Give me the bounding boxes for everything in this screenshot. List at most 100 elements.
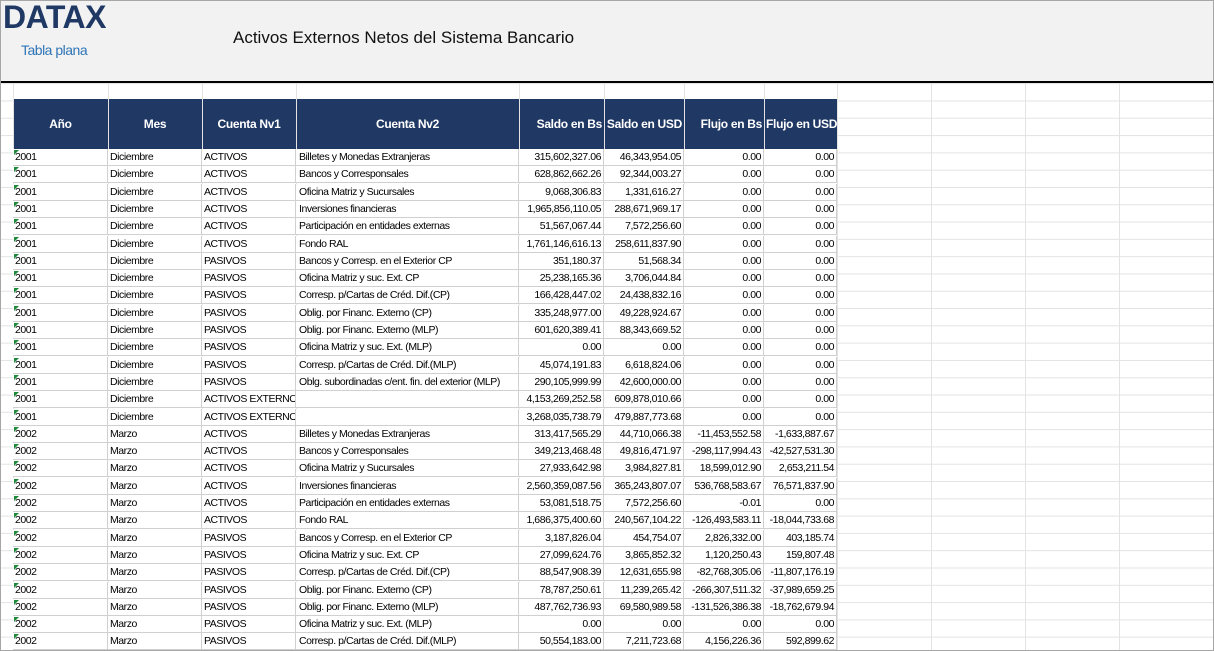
cell-marker	[14, 634, 19, 640]
table-cell: Fondo RAL	[296, 512, 519, 530]
table-cell: 240,567,104.22	[604, 512, 684, 530]
table-cell: Corresp. p/Cartas de Créd. Dif.(MLP)	[296, 356, 519, 374]
table-cell: Marzo	[108, 564, 202, 582]
table-cell: 0.00	[764, 373, 837, 391]
table-cell: PASIVOS	[202, 339, 296, 357]
table-cell: 2001	[13, 166, 108, 184]
table-cell: 166,428,447.02	[519, 287, 604, 305]
table-cell: 27,933,642.98	[519, 460, 604, 478]
table-cell: 88,343,669.52	[604, 322, 684, 339]
cell-marker	[14, 513, 19, 519]
table-cell: 2002	[13, 477, 108, 495]
table-cell: 0.00	[764, 322, 837, 339]
table-header	[13, 99, 837, 149]
table-cell: Oblig. por Financ. Externo (MLP)	[296, 598, 519, 616]
table-cell: 0.00	[764, 495, 837, 512]
cell-marker	[14, 599, 19, 605]
table-cell: -131,526,386.38	[684, 598, 764, 616]
table-cell: Corresp. p/Cartas de Créd. Dif.(MLP)	[296, 633, 519, 650]
table-cell: Participación en entidades externas	[296, 218, 519, 236]
table-cell: 2001	[13, 304, 108, 322]
cell-marker	[14, 565, 19, 571]
table-cell: Oficina Matriz y suc. Ext. (MLP)	[296, 616, 519, 634]
table-cell: 2002	[13, 633, 108, 650]
table-cell: 2001	[13, 373, 108, 391]
table-cell: Diciembre	[108, 391, 202, 409]
table-cell: Diciembre	[108, 166, 202, 184]
title: Activos Externos Netos del Sistema Banca…	[233, 28, 575, 47]
column-header: Año	[49, 117, 72, 131]
table-cell: 2001	[13, 218, 108, 236]
cell-marker	[14, 617, 19, 623]
table-cell: PASIVOS	[202, 287, 296, 305]
column-header: Cuenta Nv2	[375, 117, 440, 131]
table-cell: 2001	[13, 391, 108, 409]
table-cell: Oficina Matriz y Sucursales	[296, 183, 519, 201]
grid-line	[1025, 83, 1026, 650]
table-cell: 51,567,067.44	[519, 218, 604, 236]
table-cell: Diciembre	[108, 339, 202, 357]
table-cell: 2002	[13, 425, 108, 443]
table-cell: 2002	[13, 581, 108, 599]
table-cell: 315,602,327.06	[519, 149, 604, 166]
table-cell	[296, 391, 519, 409]
column-header: Flujo en Bs	[700, 117, 763, 131]
table-cell: 2002	[13, 443, 108, 461]
table-cell: 9,068,306.83	[519, 183, 604, 201]
table-cell: 0.00	[684, 616, 764, 634]
column-header: Mes	[143, 117, 167, 131]
table-cell: -18,762,679.94	[764, 598, 837, 616]
table-cell: 313,417,565.29	[519, 425, 604, 443]
table-cell: -42,527,531.30	[764, 443, 837, 461]
table-cell: 0.00	[604, 339, 684, 357]
table-cell: 2001	[13, 339, 108, 357]
table-cell: 1,686,375,400.60	[519, 512, 604, 530]
table-cell: Oblig. por Financ. Externo (MLP)	[296, 322, 519, 339]
table-cell: 18,599,012.90	[684, 460, 764, 478]
cell-marker	[14, 478, 19, 484]
table-cell: Marzo	[108, 512, 202, 530]
table-cell: ACTIVOS EXTERNO	[202, 391, 296, 409]
table-cell: Marzo	[108, 460, 202, 478]
table-cell: Bancos y Corresp. en el Exterior CP	[296, 529, 519, 547]
table-cell: Oficina Matriz y suc. Ext. (MLP)	[296, 339, 519, 357]
table-cell: 2,826,332.00	[684, 529, 764, 547]
table-cell: 0.00	[684, 356, 764, 374]
table-cell: 0.00	[764, 218, 837, 236]
table-cell: Marzo	[108, 495, 202, 512]
table-cell: 0.00	[684, 287, 764, 305]
table-cell: 0.00	[764, 149, 837, 166]
table-cell: 0.00	[684, 149, 764, 166]
header-band: DATAX Tabla plana Activos Externos Netos…	[1, 1, 1213, 83]
table-cell: 2001	[13, 235, 108, 253]
table-cell: 628,862,662.26	[519, 166, 604, 184]
table-cell: -266,307,511.32	[684, 581, 764, 599]
table-cell: Marzo	[108, 529, 202, 547]
table-cell: 11,239,265.42	[604, 581, 684, 599]
table-cell: 1,120,250.43	[684, 546, 764, 564]
table-cell: 51,568.34	[604, 252, 684, 270]
table-cell: 6,618,824.06	[604, 356, 684, 374]
table-cell	[296, 408, 519, 426]
table-cell: 2002	[13, 616, 108, 634]
table-cell: 0.00	[684, 235, 764, 253]
table-cell: 0.00	[684, 391, 764, 409]
table-cell: 0.00	[764, 408, 837, 426]
table-cell: 92,344,003.27	[604, 166, 684, 184]
table-cell: 592,899.62	[764, 633, 837, 650]
cell-marker	[14, 547, 19, 553]
table-cell: 7,211,723.68	[604, 633, 684, 650]
table-cell: 0.00	[764, 287, 837, 305]
cell-marker	[14, 392, 19, 398]
table-cell: Bancos y Corresponsales	[296, 166, 519, 184]
table-cell: 0.00	[684, 408, 764, 426]
table-cell: -0.01	[684, 495, 764, 512]
table-cell: Marzo	[108, 581, 202, 599]
logo: DATAX	[3, 0, 106, 35]
table-cell: 1,761,146,616.13	[519, 235, 604, 253]
cell-marker	[14, 201, 19, 207]
table-cell: 0.00	[684, 200, 764, 218]
table-cell: 46,343,954.05	[604, 149, 684, 166]
table-cell: 0.00	[764, 391, 837, 409]
